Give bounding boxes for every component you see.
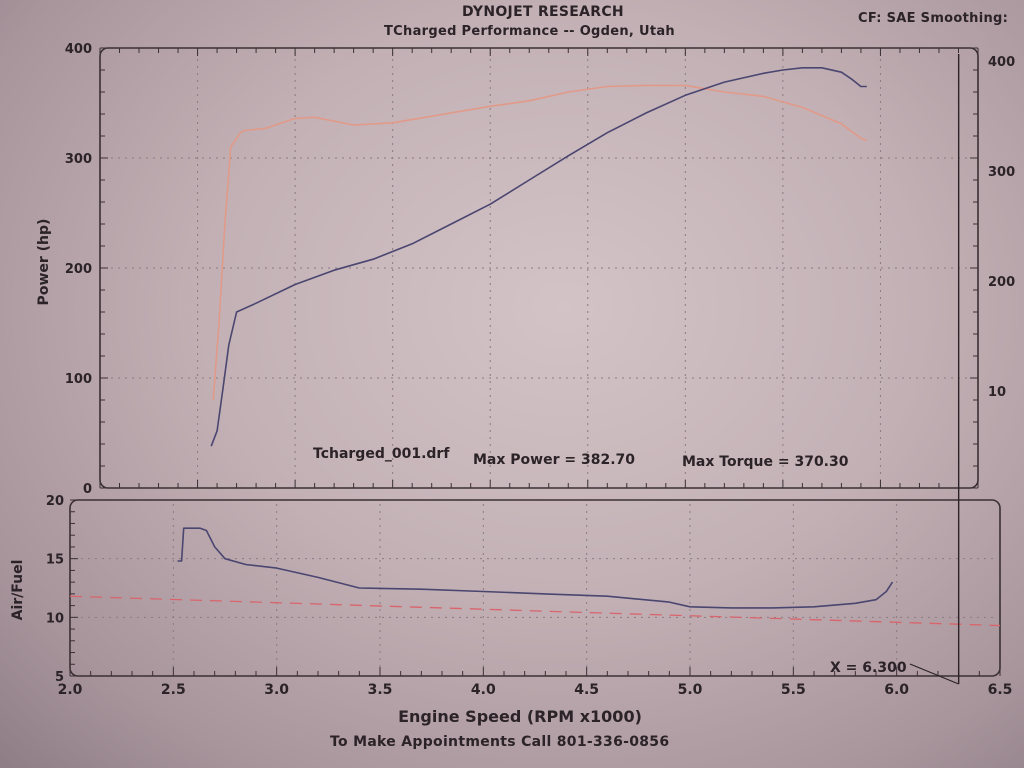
afr-panel: 5 10 15 20 2.0 2.5 3.0 3.5 4.0 4.5 5.0 5.5 6.0 6.5 Air…: [10, 494, 1012, 726]
afr-y-tick-label: 20: [46, 494, 64, 509]
power-panel: 0 100 200 300 400 10 200 300 400 Power (hp) Tcharg…: [36, 42, 1015, 497]
rpm-x-tick-label: 4.5: [574, 682, 599, 698]
afr-y-axis-label: Air/Fuel: [10, 560, 26, 621]
torque-curve: [212, 84, 868, 401]
rpm-x-tick-label: 3.0: [264, 682, 289, 698]
power-y-tick-label: 400: [65, 42, 92, 57]
company-title: DYNOJET RESEARCH: [462, 4, 624, 20]
power-y-tick-label: 200: [65, 262, 92, 277]
cursor-readout: X = 6.300: [830, 660, 907, 676]
rpm-x-tick-label: 6.0: [884, 682, 909, 698]
afr-y-tick-label: 15: [46, 553, 64, 568]
rpm-x-tick-label: 5.5: [781, 682, 806, 698]
dyno-settings: CF: SAE Smoothing:: [858, 11, 1009, 26]
appointments-footer: To Make Appointments Call 801-336-0856: [330, 734, 670, 750]
power-y2-tick-label: 10: [988, 385, 1006, 400]
max-power-label: Max Power = 382.70: [473, 452, 635, 468]
power-y2-tick-label: 300: [988, 165, 1015, 180]
rpm-x-tick-label: 4.0: [471, 682, 496, 698]
afr-y-tick-label: 10: [46, 611, 64, 626]
afr-plot-frame: [69, 499, 1001, 677]
power-y2-tick-label: 200: [988, 275, 1015, 290]
max-torque-label: Max Torque = 370.30: [682, 454, 849, 470]
power-y-axis-label: Power (hp): [36, 219, 52, 306]
rpm-x-tick-label: 6.5: [988, 682, 1013, 698]
power-y-tick-label: 100: [65, 372, 92, 387]
power-y-tick-label: 300: [65, 152, 92, 167]
cursor-readout-leader: [909, 663, 959, 685]
shop-subtitle: TCharged Performance -- Ogden, Utah: [384, 24, 675, 39]
run-file-name: Tcharged_001.drf: [313, 446, 450, 462]
afr-target-line: [69, 595, 1001, 627]
afr-y-tick-label: 5: [55, 670, 64, 685]
rpm-x-tick-label: 2.5: [161, 682, 186, 698]
rpm-x-tick-label: 3.5: [368, 682, 393, 698]
rpm-x-tick-label: 2.0: [58, 682, 83, 698]
power-curve: [210, 67, 867, 447]
rpm-x-axis-label: Engine Speed (RPM x1000): [398, 707, 642, 726]
afr-curve: [177, 527, 894, 609]
power-y2-tick-label: 400: [988, 55, 1015, 70]
rpm-x-tick-label: 5.0: [678, 682, 703, 698]
power-y-tick-label: 0: [83, 482, 92, 497]
